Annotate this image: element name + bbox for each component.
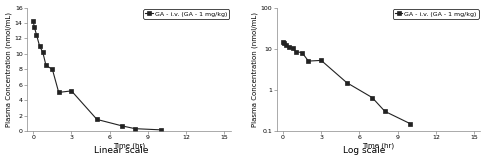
GA - i.v. (GA - 1 mg/kg) <box>407 123 413 125</box>
GA - i.v. (GA - 1 mg/kg) <box>50 68 55 70</box>
GA - i.v. (GA - 1 mg/kg) <box>344 82 349 84</box>
GA - i.v. (GA - 1 mg/kg) <box>32 26 37 28</box>
GA - i.v. (GA - 1 mg/kg) <box>37 45 43 47</box>
Y-axis label: Plasma Concentration (nmol/mL): Plasma Concentration (nmol/mL) <box>5 12 12 127</box>
GA - i.v. (GA - 1 mg/kg) <box>40 51 46 53</box>
GA - i.v. (GA - 1 mg/kg) <box>286 46 292 48</box>
GA - i.v. (GA - 1 mg/kg) <box>299 52 305 54</box>
Text: Log scale: Log scale <box>343 146 386 155</box>
GA - i.v. (GA - 1 mg/kg) <box>69 90 74 92</box>
GA - i.v. (GA - 1 mg/kg) <box>34 34 39 35</box>
GA - i.v. (GA - 1 mg/kg) <box>281 42 287 44</box>
GA - i.v. (GA - 1 mg/kg) <box>43 64 49 66</box>
GA - i.v. (GA - 1 mg/kg) <box>94 118 100 120</box>
Line: GA - i.v. (GA - 1 mg/kg): GA - i.v. (GA - 1 mg/kg) <box>32 20 162 132</box>
Legend: GA - i.v. (GA - 1 mg/kg): GA - i.v. (GA - 1 mg/kg) <box>393 9 479 19</box>
Text: Linear scale: Linear scale <box>94 146 149 155</box>
X-axis label: Time (hr): Time (hr) <box>363 143 395 149</box>
GA - i.v. (GA - 1 mg/kg) <box>283 44 289 46</box>
GA - i.v. (GA - 1 mg/kg) <box>56 91 62 93</box>
GA - i.v. (GA - 1 mg/kg) <box>280 42 286 43</box>
GA - i.v. (GA - 1 mg/kg) <box>382 110 388 112</box>
Legend: GA - i.v. (GA - 1 mg/kg): GA - i.v. (GA - 1 mg/kg) <box>143 9 229 19</box>
GA - i.v. (GA - 1 mg/kg) <box>290 47 295 49</box>
GA - i.v. (GA - 1 mg/kg) <box>318 60 324 61</box>
GA - i.v. (GA - 1 mg/kg) <box>30 20 36 22</box>
GA - i.v. (GA - 1 mg/kg) <box>369 97 375 98</box>
X-axis label: Time (hr): Time (hr) <box>113 143 145 149</box>
GA - i.v. (GA - 1 mg/kg) <box>293 51 298 53</box>
Line: GA - i.v. (GA - 1 mg/kg): GA - i.v. (GA - 1 mg/kg) <box>281 41 412 126</box>
GA - i.v. (GA - 1 mg/kg) <box>306 60 312 62</box>
GA - i.v. (GA - 1 mg/kg) <box>158 129 164 131</box>
Y-axis label: Plasma Concentration (nmol/mL): Plasma Concentration (nmol/mL) <box>252 12 258 127</box>
GA - i.v. (GA - 1 mg/kg) <box>120 125 125 127</box>
GA - i.v. (GA - 1 mg/kg) <box>132 128 138 130</box>
